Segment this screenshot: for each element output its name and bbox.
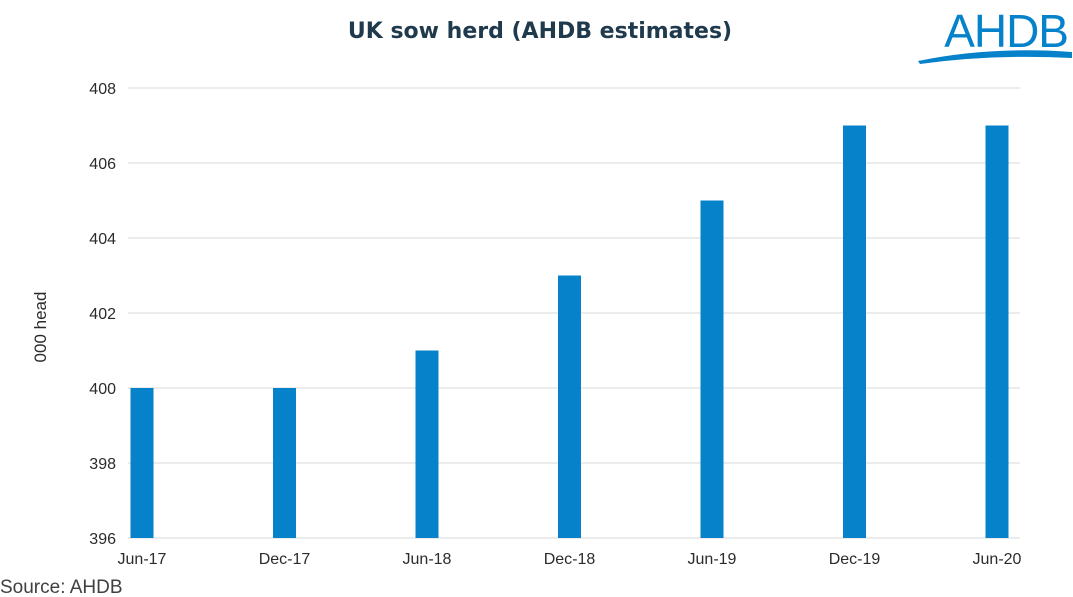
y-tick-label: 402 [89, 306, 116, 323]
x-axis-ticks: Jun-17 Dec-17 Jun-18 Dec-18 Jun-19 Dec-19 Jun-… [118, 551, 1022, 568]
y-tick-label: 396 [89, 531, 116, 548]
x-tick-label: Jun-17 [118, 551, 167, 568]
bar-Jun-20 [985, 125, 1009, 538]
bars [130, 125, 1009, 538]
x-tick-label: Dec-17 [259, 551, 311, 568]
ahdb-swoosh-logo-icon [918, 50, 1072, 64]
logo-wordmark: AHDB [944, 5, 1068, 57]
bar-Dec-19 [843, 125, 866, 538]
bar-Jun-18 [415, 350, 439, 538]
y-tick-label: 398 [89, 456, 116, 473]
source-note: Source: AHDB [0, 577, 123, 597]
x-tick-label: Jun-20 [973, 551, 1022, 568]
bar-Jun-19 [700, 200, 724, 538]
y-tick-label: 400 [89, 381, 116, 398]
y-tick-label: 408 [89, 81, 116, 98]
x-tick-label: Jun-19 [688, 551, 737, 568]
ahdb-logo: AHDB [918, 5, 1072, 64]
y-tick-label: 404 [89, 231, 116, 248]
y-axis-ticks: 396 398 400 402 404 406 408 [89, 81, 116, 548]
x-tick-label: Dec-19 [829, 551, 881, 568]
x-tick-label: Jun-18 [403, 551, 452, 568]
bar-Dec-17 [273, 388, 296, 538]
chart-title: UK sow herd (AHDB estimates) [348, 19, 732, 44]
x-tick-label: Dec-18 [544, 551, 596, 568]
y-tick-label: 406 [89, 156, 116, 173]
bar-Jun-17 [130, 388, 154, 538]
y-axis-label: 000 head [31, 292, 50, 363]
bar-Dec-18 [558, 275, 581, 538]
